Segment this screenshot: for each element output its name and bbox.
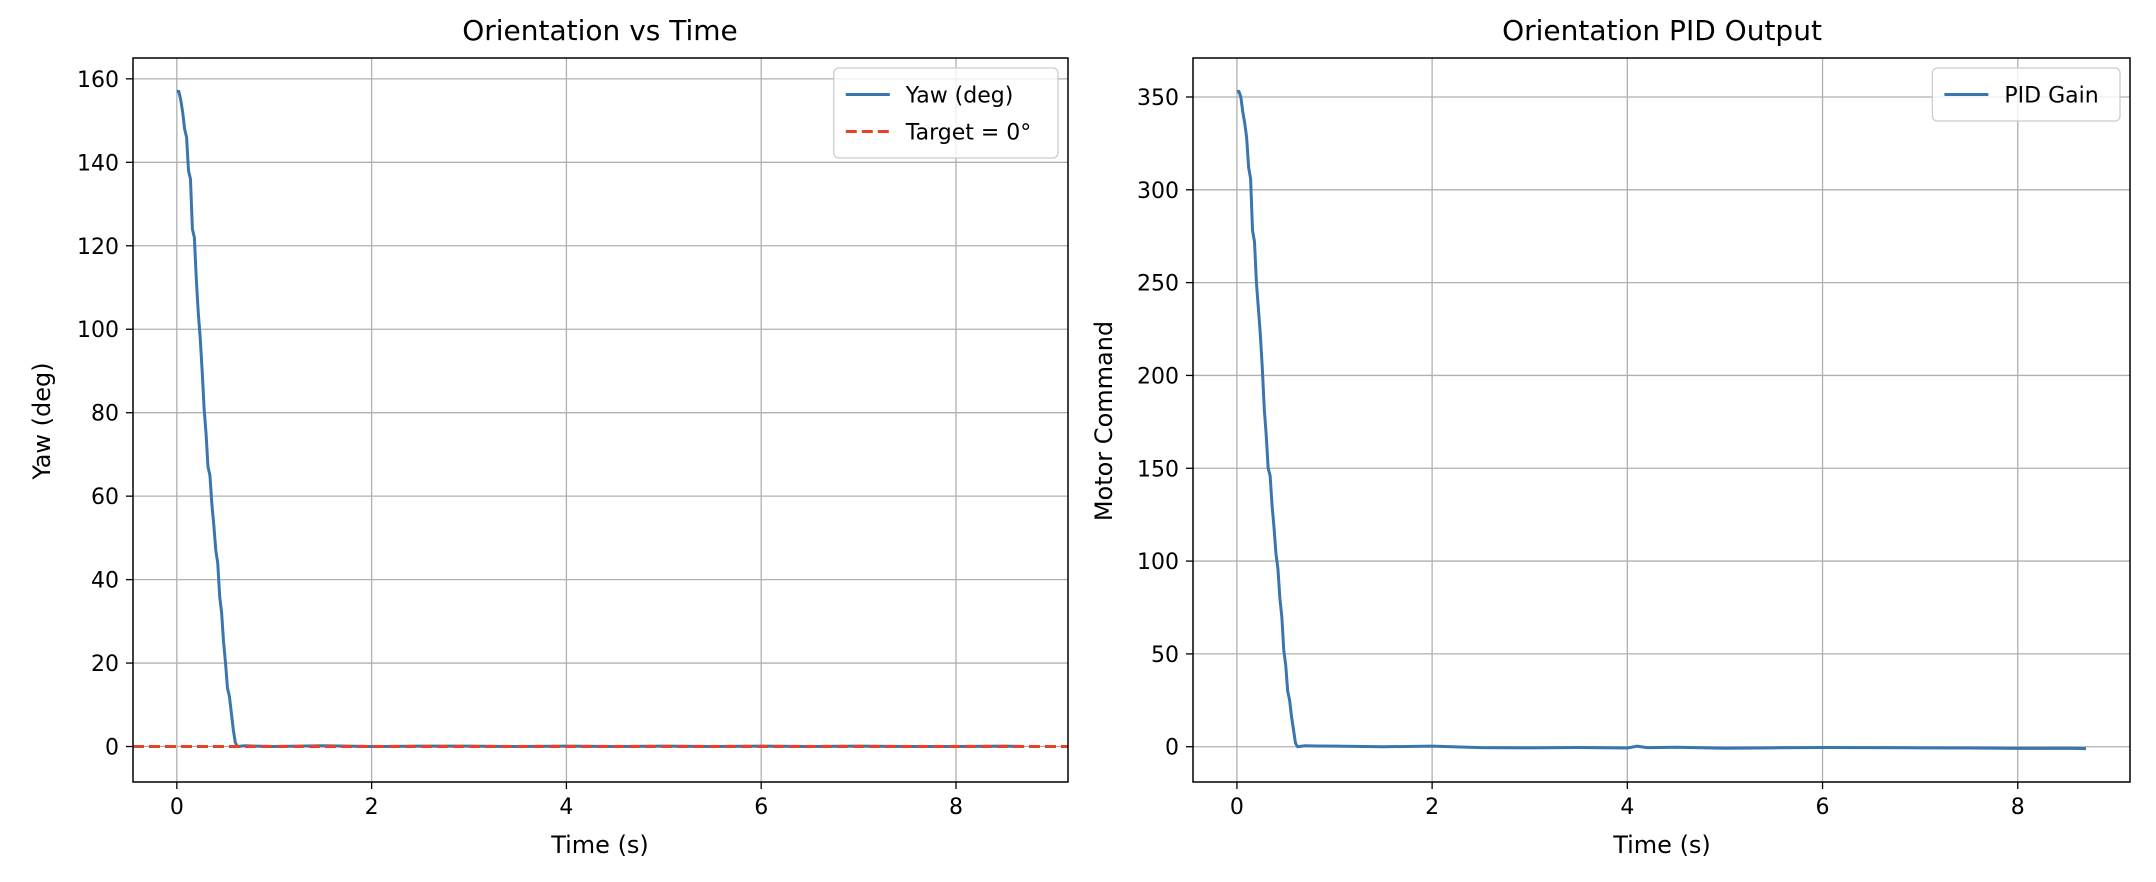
yaw-chart-y-tick-label: 40	[91, 569, 119, 594]
yaw-chart-y-tick-label: 100	[77, 318, 119, 343]
pid-chart-x-tick-label: 8	[2011, 795, 2025, 820]
yaw-chart-legend-box	[833, 67, 1059, 159]
yaw-chart-y-tick-label: 20	[91, 652, 119, 677]
pid-chart-y-axis-label: Motor Command	[1090, 321, 1118, 521]
yaw-chart: Orientation vs Time Time (s) Yaw (deg) 0…	[28, 14, 1069, 859]
pid-chart-y-tick-label: 50	[1151, 643, 1179, 668]
pid-chart-x-tick-label: 2	[1425, 795, 1439, 820]
yaw-chart-x-tick-label: 6	[754, 795, 768, 820]
pid-chart-x-tick-label: 4	[1620, 795, 1634, 820]
pid-chart-x-tick-label: 0	[1230, 795, 1244, 820]
pid-chart-plot-frame	[1192, 57, 2131, 783]
pid-chart-legend-label-pid-gain: PID Gain	[2004, 84, 2098, 109]
pid-chart: Orientation PID Output Time (s) Motor Co…	[1090, 14, 2131, 859]
yaw-chart-y-tick-label: 0	[105, 736, 119, 761]
pid-chart-x-tick-label: 6	[1816, 795, 1830, 820]
yaw-chart-legend-label-target-0: Target = 0°	[905, 121, 1031, 146]
yaw-chart-y-axis-label: Yaw (deg)	[28, 362, 56, 480]
yaw-chart-y-tick-label: 60	[91, 485, 119, 510]
yaw-chart-y-tick-label: 140	[77, 151, 119, 176]
pid-chart-x-axis-label: Time (s)	[1612, 831, 1711, 859]
yaw-chart-y-tick-label: 80	[91, 402, 119, 427]
yaw-chart-plot-frame	[132, 57, 1069, 783]
yaw-chart-x-tick-label: 8	[949, 795, 963, 820]
yaw-chart-series-yaw-deg	[176, 89, 1025, 749]
pid-chart-y-tick-label: 200	[1137, 364, 1179, 389]
pid-chart-legend-box	[1931, 67, 2121, 122]
pid-chart-y-tick-label: 250	[1137, 272, 1179, 297]
pid-chart-y-tick-label: 100	[1137, 550, 1179, 575]
yaw-chart-x-axis-label: Time (s)	[550, 831, 649, 859]
pid-chart-y-tick-label: 350	[1137, 86, 1179, 111]
pid-chart-y-tick-label: 150	[1137, 457, 1179, 482]
pid-chart-legend: PID Gain	[1931, 67, 2121, 122]
pid-chart-y-tick-label: 300	[1137, 179, 1179, 204]
yaw-chart-legend-label-yaw-deg: Yaw (deg)	[905, 84, 1014, 109]
pid-chart-series-pid-gain	[1236, 89, 2087, 751]
yaw-chart-y-tick-label: 160	[77, 68, 119, 93]
yaw-chart-x-tick-label: 0	[170, 795, 184, 820]
pid-chart-title: Orientation PID Output	[1502, 14, 1822, 47]
yaw-chart-title: Orientation vs Time	[462, 14, 738, 47]
yaw-chart-y-tick-label: 120	[77, 235, 119, 260]
pid-chart-y-tick-label: 0	[1165, 736, 1179, 761]
yaw-chart-x-tick-label: 4	[559, 795, 573, 820]
yaw-chart-legend: Yaw (deg) Target = 0°	[833, 67, 1059, 159]
yaw-chart-x-tick-label: 2	[365, 795, 379, 820]
